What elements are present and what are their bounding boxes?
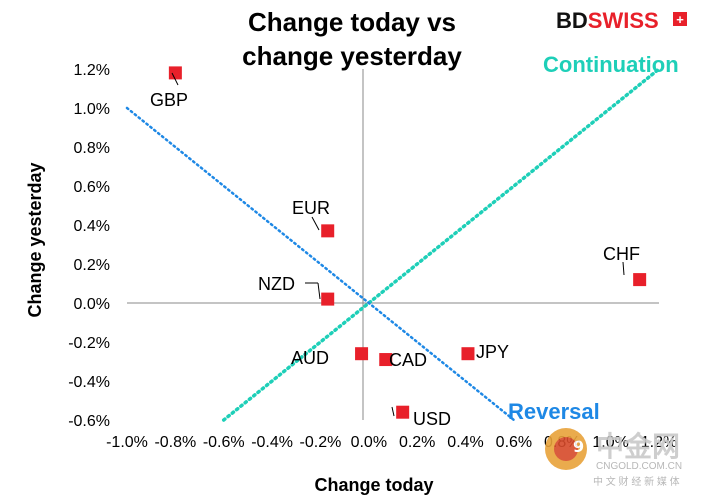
reversal-line	[125, 106, 516, 422]
brand-prefix: BD	[556, 8, 588, 33]
x-tick-label: 1.2%	[641, 434, 677, 451]
x-tick-label: -0.2%	[300, 434, 342, 451]
continuation-label: Continuation	[543, 52, 679, 77]
brand-cross-box	[673, 12, 687, 26]
brand-suffix: SWISS	[588, 8, 659, 33]
x-tick-label: 0.4%	[447, 434, 483, 451]
leader-lines	[171, 72, 625, 417]
label-chf: CHF	[603, 244, 640, 264]
chf-leader	[622, 261, 625, 276]
label-aud: AUD	[291, 348, 329, 368]
x-tick-label: -0.8%	[154, 434, 196, 451]
y-axis-title: Change yesterday	[25, 162, 45, 317]
label-cad: CAD	[389, 350, 427, 370]
label-usd: USD	[413, 409, 451, 429]
x-tick-label: 0.2%	[399, 434, 435, 451]
x-axis-title: Change today	[314, 475, 433, 495]
cngold-watermark: 9 中金网 CNGOLD.COM.CN 中 文 财 经 新 媒 体	[545, 428, 682, 488]
point-eur	[321, 224, 335, 238]
y-tick-label: 0.0%	[74, 296, 110, 313]
watermark-logo-text: 中金网	[596, 430, 680, 463]
label-nzd: NZD	[258, 274, 295, 294]
chart-title-line-2: change yesterday	[242, 41, 462, 71]
y-tick-label: 0.6%	[74, 179, 110, 196]
svg-text:BDSWISS: BDSWISS	[556, 8, 659, 33]
watermark-tagline: 中 文 财 经 新 媒 体	[593, 475, 680, 488]
x-tick-label: 1.0%	[592, 434, 628, 451]
x-tick-label: -0.4%	[251, 434, 293, 451]
x-tick-label: -0.6%	[203, 434, 245, 451]
chart-title-line-1: Change today vs	[248, 7, 456, 37]
point-usd	[396, 405, 410, 419]
y-tick-label: 0.4%	[74, 218, 110, 235]
watermark-site: CNGOLD.COM.CN	[596, 461, 682, 472]
guide-lines	[125, 67, 661, 422]
y-tick-label: -0.4%	[68, 374, 110, 391]
eur-leader	[311, 216, 320, 231]
y-tick-label: 1.0%	[74, 101, 110, 118]
label-jpy: JPY	[476, 342, 509, 362]
usd-leader	[391, 406, 395, 417]
point-aud	[355, 347, 369, 361]
y-tick-label: 1.2%	[74, 62, 110, 79]
cngold-logo-inner	[554, 437, 578, 461]
y-tick-labels: 1.2% 1.0% 0.8% 0.6% 0.4% 0.2% 0.0% -0.2% -0.4% -0…	[68, 62, 110, 430]
x-tick-label: 0.0%	[351, 434, 387, 451]
continuation-line	[221, 67, 661, 422]
brand-cross: +	[676, 12, 684, 27]
bdswiss-logo: BDSWISS +	[556, 8, 687, 33]
point-cad	[379, 353, 393, 367]
label-gbp: GBP	[150, 90, 188, 110]
point-nzd	[321, 292, 335, 306]
x-tick-label: 0.6%	[496, 434, 532, 451]
x-tick-labels: -1.0% -0.8% -0.6% -0.4% -0.2% 0.0% 0.2% 0.4% 0.6…	[106, 434, 677, 451]
y-tick-label: 0.8%	[74, 140, 110, 157]
reversal-label: Reversal	[508, 399, 600, 424]
gbp-leader	[171, 72, 179, 86]
nzd-leader-v	[317, 282, 321, 300]
y-tick-label: -0.6%	[68, 413, 110, 430]
point-chf	[633, 273, 647, 287]
point-gbp	[168, 66, 182, 80]
y-tick-label: 0.2%	[74, 257, 110, 274]
y-tick-label: -0.2%	[68, 335, 110, 352]
cngold-logo-glyph: 9	[573, 437, 584, 456]
point-jpy	[461, 347, 475, 361]
data-points	[168, 66, 647, 419]
label-eur: EUR	[292, 198, 330, 218]
x-tick-label: -1.0%	[106, 434, 148, 451]
